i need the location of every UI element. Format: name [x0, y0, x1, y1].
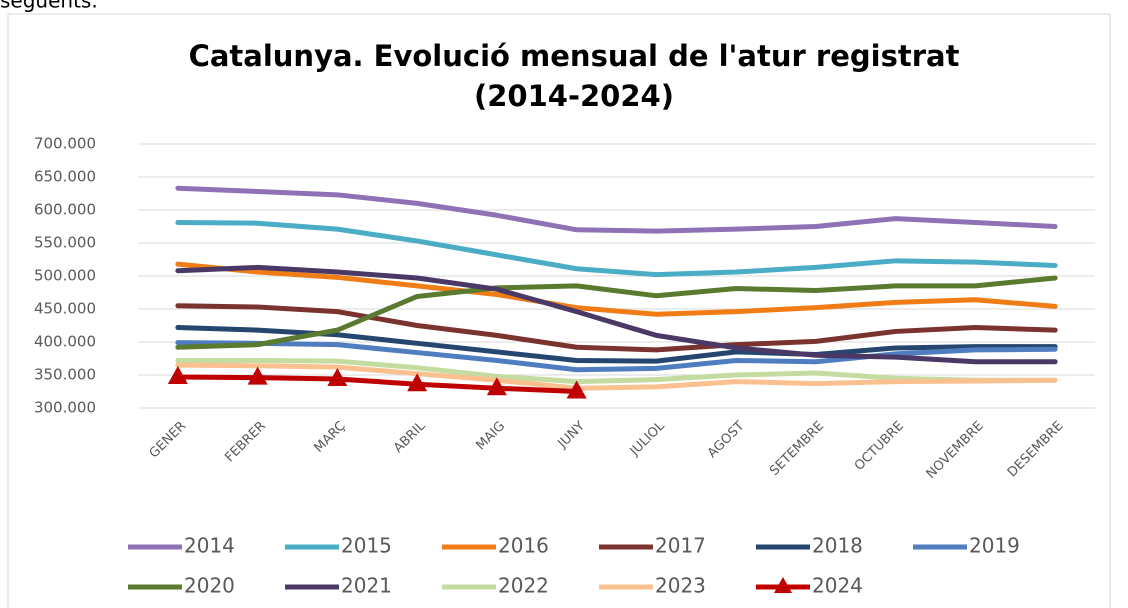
y-tick-label: 500.000 [34, 267, 96, 285]
legend-label: 2022 [498, 574, 549, 598]
caption: següents. [0, 0, 98, 13]
point-marker [167, 365, 188, 384]
legend-label: 2023 [655, 574, 706, 598]
chart-frame [7, 13, 1111, 608]
legend-label: 2024 [812, 574, 863, 598]
y-tick-label: 550.000 [34, 234, 96, 252]
y-tick-label: 650.000 [34, 168, 96, 186]
series-line [175, 362, 1058, 391]
legend-label: 2021 [341, 574, 392, 598]
series-line [175, 374, 580, 394]
legend-label: 2015 [341, 534, 392, 558]
series-line [175, 185, 1058, 234]
legend-label: 2018 [812, 534, 863, 558]
legend-label: 2014 [184, 534, 235, 558]
point-marker [566, 380, 587, 399]
y-tick-label: 350.000 [34, 366, 96, 384]
chart-title: Catalunya. Evolució mensual de l'atur re… [189, 39, 960, 73]
legend-label: 2017 [655, 534, 706, 558]
series-line [175, 340, 1058, 373]
series-line [175, 261, 1058, 317]
y-tick-label: 300.000 [34, 399, 96, 417]
y-tick-label: 400.000 [34, 333, 96, 351]
y-tick-label: 700.000 [34, 135, 96, 153]
series-line [175, 303, 1058, 353]
point-marker [407, 373, 428, 392]
legend-label: 2019 [969, 534, 1020, 558]
series-line [175, 357, 1058, 385]
point-marker [327, 367, 348, 386]
point-marker [486, 377, 507, 396]
series-line [175, 220, 1058, 278]
legend-marker [774, 577, 792, 593]
series-line [175, 275, 1058, 350]
legend-label: 2016 [498, 534, 549, 558]
series-line [175, 264, 1058, 365]
point-marker [247, 366, 268, 385]
legend-label: 2020 [184, 574, 235, 598]
y-tick-label: 450.000 [34, 300, 96, 318]
y-tick-label: 600.000 [34, 201, 96, 219]
chart-subtitle: (2014-2024) [474, 79, 674, 113]
